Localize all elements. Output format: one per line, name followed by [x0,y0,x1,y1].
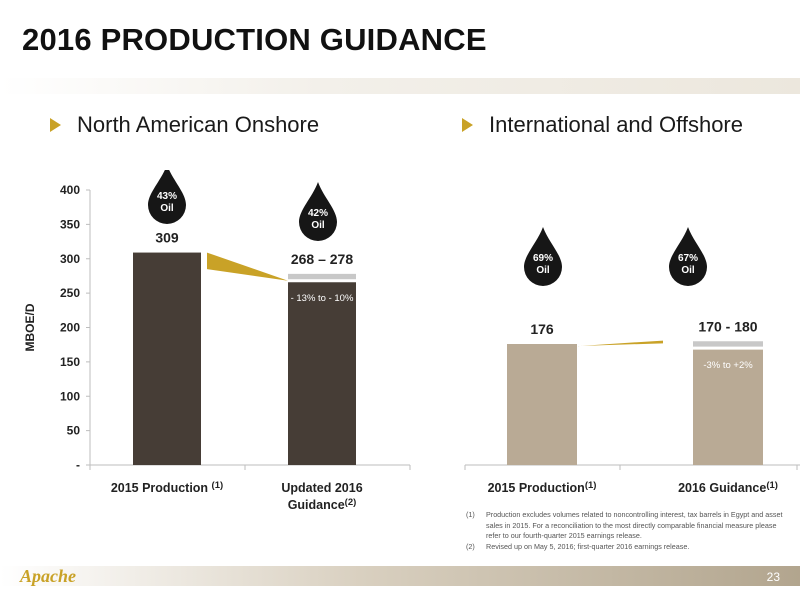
value-label: 268 – 278 [291,251,353,267]
range-band [288,273,356,281]
bar [133,252,201,465]
footer-band [0,566,800,586]
oil-drop-icon: 43%Oil [148,170,186,224]
category-label: 2015 Production (1) [111,480,223,495]
section-right-heading: International and Offshore [462,112,743,138]
oil-share-label: Oil [311,220,325,231]
category-footnote-ref: (2) [345,497,357,508]
oil-share-label: 67% [678,253,698,264]
range-divider [288,279,356,283]
value-label: 309 [155,230,179,246]
bullet-arrow-icon [50,118,61,132]
bar [693,348,763,465]
oil-share-label: Oil [160,203,174,214]
bar [507,344,577,465]
footnote-text: Production excludes volumes related to n… [486,510,783,540]
category-footnote-ref: (1) [585,480,597,491]
range-divider [693,346,763,350]
oil-share-label: 42% [308,208,328,219]
y-tick-label: 100 [60,389,80,403]
y-tick-label: 50 [67,424,81,438]
slide-title: 2016 PRODUCTION GUIDANCE [22,22,487,57]
y-tick-label: 250 [60,286,80,300]
category-label: 2016 Guidance(1) [678,480,778,495]
oil-share-label: 69% [533,253,553,264]
oil-share-label: Oil [536,265,550,276]
oil-share-label: Oil [681,265,695,276]
change-arrow [207,252,288,281]
page-number: 23 [766,570,780,584]
footnote-number: (1) [466,510,475,519]
oil-share-label: 43% [157,191,177,202]
company-logo: Apache [20,566,76,586]
y-tick-label: 350 [60,217,80,231]
y-tick-label: 200 [60,321,80,335]
category-label: 2015 Production(1) [488,480,597,495]
section-right-label: International and Offshore [489,112,743,137]
y-tick-label: 400 [60,183,80,197]
bar [288,280,356,465]
y-tick-label: 300 [60,252,80,266]
oil-drop-shape [524,227,562,286]
footnotes: (1) Production excludes volumes related … [466,510,786,552]
value-label: 170 - 180 [698,318,757,334]
footnote-number: (2) [466,541,475,551]
footnote: (2) Revised up on May 5, 2016; first-qua… [466,542,786,553]
oil-drop-shape [669,227,707,286]
change-label: - 13% to - 10% [291,293,354,304]
change-label: -3% to +2% [703,360,753,371]
section-left-label: North American Onshore [77,112,320,137]
change-arrow [578,340,663,347]
y-axis-label: MBOE/D [23,303,37,351]
footnote-text: Revised up on May 5, 2016; first-quarter… [486,541,690,551]
oil-drop-shape [148,170,186,224]
oil-drop-icon: 67%Oil [669,227,707,286]
section-left-heading: North American Onshore [50,112,319,138]
category-label: Updated 2016 [281,481,362,495]
y-tick-label: - [76,458,80,472]
y-tick-label: 150 [60,355,80,369]
oil-drop-icon: 69%Oil [524,227,562,286]
category-footnote-ref: (1) [212,480,224,491]
category-label: Guidance(2) [288,497,357,512]
title-rule [0,78,800,94]
bullet-arrow-icon [462,118,473,132]
category-footnote-ref: (1) [766,480,778,491]
oil-drop-icon: 42%Oil [299,182,337,241]
value-label: 176 [530,321,554,337]
oil-drop-shape [299,182,337,241]
range-band [693,341,763,349]
north-american-chart: - 50 100 150 200 250 300 350 400 MBOE/D 309 2015 Pr… [23,170,411,512]
footnote: (1) Production excludes volumes related … [466,510,786,542]
